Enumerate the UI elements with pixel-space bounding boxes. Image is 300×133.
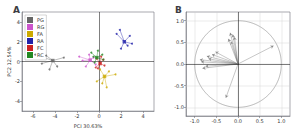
- svg-text:0.5: 0.5: [176, 39, 184, 45]
- svg-text:4: 4: [17, 19, 20, 25]
- svg-text:NEC: NEC: [197, 56, 206, 62]
- svg-text:B: B: [175, 5, 182, 15]
- svg-text:-0.5: -0.5: [174, 83, 184, 89]
- svg-text:LFR: LFR: [220, 30, 228, 36]
- svg-text:-6: -6: [31, 113, 36, 119]
- svg-text:-2: -2: [75, 113, 80, 119]
- svg-text:2: 2: [17, 39, 20, 45]
- svg-text:A: A: [13, 5, 20, 15]
- svg-text:FC: FC: [37, 45, 44, 51]
- svg-text:1.0: 1.0: [277, 118, 285, 124]
- svg-text:PG: PG: [37, 17, 44, 23]
- svg-text:1.0: 1.0: [176, 18, 184, 24]
- svg-text:RA: RA: [37, 38, 44, 44]
- svg-text:0: 0: [17, 59, 20, 65]
- svg-text:0: 0: [97, 113, 100, 119]
- svg-text:-0.5: -0.5: [211, 118, 221, 124]
- svg-text:4: 4: [141, 113, 144, 119]
- svg-text:-2: -2: [15, 78, 20, 84]
- svg-text:EGR: EGR: [276, 43, 285, 48]
- svg-text:-1.0: -1.0: [190, 118, 200, 124]
- svg-text:0.0: 0.0: [176, 61, 184, 67]
- svg-text:OMN: OMN: [190, 65, 200, 71]
- svg-text:PC2 12.54%: PC2 12.54%: [6, 46, 12, 77]
- svg-text:CAR: CAR: [196, 53, 205, 59]
- svg-text:LIN: LIN: [206, 49, 213, 55]
- svg-text:0.0: 0.0: [234, 118, 242, 124]
- svg-text:UIN: UIN: [221, 39, 228, 44]
- svg-text:0.5: 0.5: [256, 118, 264, 124]
- svg-text:NOI: NOI: [216, 95, 224, 101]
- svg-text:-4: -4: [15, 98, 20, 104]
- svg-text:FA: FA: [37, 31, 43, 37]
- svg-text:2: 2: [119, 113, 122, 119]
- svg-text:RC: RC: [37, 52, 44, 58]
- svg-text:-4: -4: [53, 113, 58, 119]
- svg-text:TGR: TGR: [190, 59, 199, 65]
- svg-text:PCI 30.63%: PCI 30.63%: [74, 123, 103, 129]
- svg-text:-1.0: -1.0: [174, 104, 184, 110]
- svg-text:RG: RG: [37, 24, 44, 30]
